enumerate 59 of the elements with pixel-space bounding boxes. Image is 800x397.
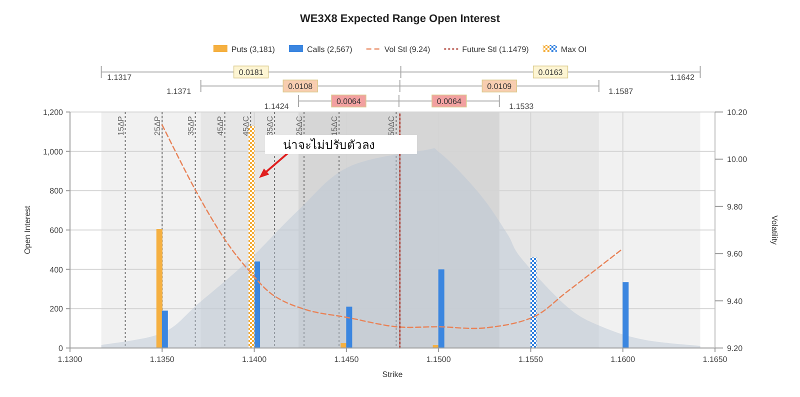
bar <box>162 310 168 348</box>
legend-label: Vol Stl (9.24) <box>384 45 430 54</box>
ref-line-label: 35ΔC <box>266 116 275 136</box>
y-tick-label: 400 <box>50 265 64 274</box>
y-tick-label: 1,000 <box>42 147 64 156</box>
y2-tick-label: 9.80 <box>727 202 744 212</box>
bar <box>438 269 444 348</box>
y-tick-label: 0 <box>58 344 64 353</box>
legend-label: Future Stl (1.1479) <box>462 45 530 54</box>
y2-tick-label: 9.60 <box>727 250 744 259</box>
annotation: น่าจะไม่ปรับตัวลง <box>283 138 375 152</box>
text: 1.1533 <box>509 102 534 111</box>
y-tick-label: 800 <box>50 186 64 196</box>
y2-tick-label: 9.40 <box>727 296 744 306</box>
chart-title: WE3X8 Expected Range Open Interest <box>300 13 500 25</box>
text: 0.0181 <box>238 68 264 77</box>
x-tick-label: 1.1500 <box>426 355 452 364</box>
legend-label: Max OI <box>560 45 587 54</box>
bar <box>156 229 162 348</box>
x-tick-label: 1.1350 <box>150 355 175 364</box>
bar <box>622 282 629 348</box>
text: 0.0163 <box>538 68 564 77</box>
legend-label: Puts (3,181) <box>231 45 276 54</box>
bar <box>254 261 260 348</box>
text: 0.0109 <box>487 82 512 91</box>
y2-tick-label: 9.20 <box>727 344 744 353</box>
text: 1.1371 <box>166 87 192 96</box>
text: 1.1317 <box>107 73 132 82</box>
text: 1.1587 <box>608 87 634 96</box>
x-axis-title: Strike <box>382 370 404 379</box>
x-tick-label: 1.1300 <box>58 355 83 364</box>
text: 0.0108 <box>288 82 314 91</box>
y2-tick-label: 10.20 <box>727 108 748 117</box>
legend-label: Calls (2,567) <box>306 45 353 54</box>
y-tick-label: 600 <box>50 226 64 235</box>
ref-line-label: 15ΔC <box>330 116 340 136</box>
x-tick-label: 1.1600 <box>610 355 636 364</box>
x-tick-label: 1.1550 <box>518 355 544 364</box>
ref-line-label: 45ΔC <box>242 116 251 136</box>
y-tick-label: 200 <box>50 304 64 314</box>
text: 1.1424 <box>264 102 290 111</box>
y-tick-label: 1,200 <box>42 108 64 117</box>
x-tick-label: 1.1400 <box>242 355 268 364</box>
y2-tick-label: 10.00 <box>727 155 748 164</box>
ref-line-label: 35ΔP <box>186 116 196 136</box>
text: 0.0064 <box>336 97 362 106</box>
ref-line-label: 25ΔP <box>153 116 162 136</box>
x-tick-label: 1.1450 <box>334 355 360 364</box>
x-tick-label: 1.1650 <box>702 355 728 364</box>
text: 0.0064 <box>436 97 462 106</box>
text: 1.1642 <box>670 73 696 82</box>
ref-line-label: 25ΔC <box>295 116 304 136</box>
bar <box>248 126 255 348</box>
ref-line-label: 15ΔP <box>116 116 126 136</box>
bar <box>530 258 536 348</box>
bar <box>346 306 352 348</box>
y2-axis-title: Volatility <box>770 215 779 245</box>
y-axis-title: Open Interest <box>23 204 32 254</box>
ref-line-label: 45ΔP <box>216 116 225 136</box>
